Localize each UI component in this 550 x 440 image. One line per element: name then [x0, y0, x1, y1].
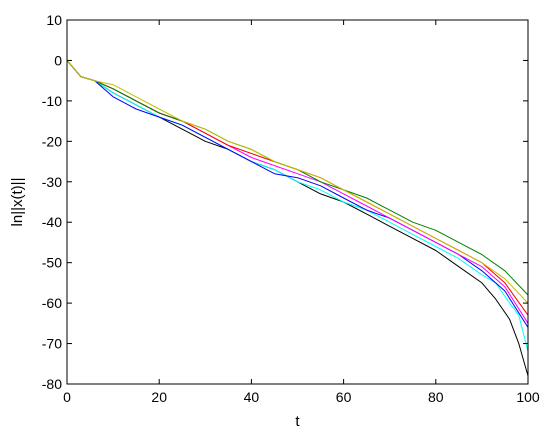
y-tick-label: -40: [42, 214, 62, 230]
y-tick-label: -10: [42, 93, 62, 109]
x-tick-label: 100: [516, 389, 540, 405]
x-tick-label: 0: [63, 389, 71, 405]
y-tick-label: 0: [54, 52, 62, 68]
x-tick-label: 40: [244, 389, 260, 405]
y-tick-label: 10: [46, 12, 62, 28]
x-tick-label: 60: [336, 389, 352, 405]
y-tick-label: -30: [42, 174, 62, 190]
y-tick-label: -70: [42, 336, 62, 352]
series-line-1: [66, 60, 529, 377]
series-layer: [66, 60, 529, 377]
series-line-2: [66, 60, 529, 352]
series-line-4: [66, 60, 529, 324]
x-tick-label: 20: [151, 389, 167, 405]
y-tick-label: -20: [42, 133, 62, 149]
y-tick-label: -50: [42, 255, 62, 271]
x-tick-label: 80: [428, 389, 444, 405]
plot-area-frame: [66, 19, 529, 385]
y-axis-label: ln||x(t)||: [9, 178, 26, 227]
series-line-7: [66, 60, 529, 304]
y-tick-label: -80: [42, 376, 62, 392]
y-tick-label: -60: [42, 295, 62, 311]
series-line-5: [66, 60, 529, 316]
x-axis-label: t: [295, 413, 300, 430]
